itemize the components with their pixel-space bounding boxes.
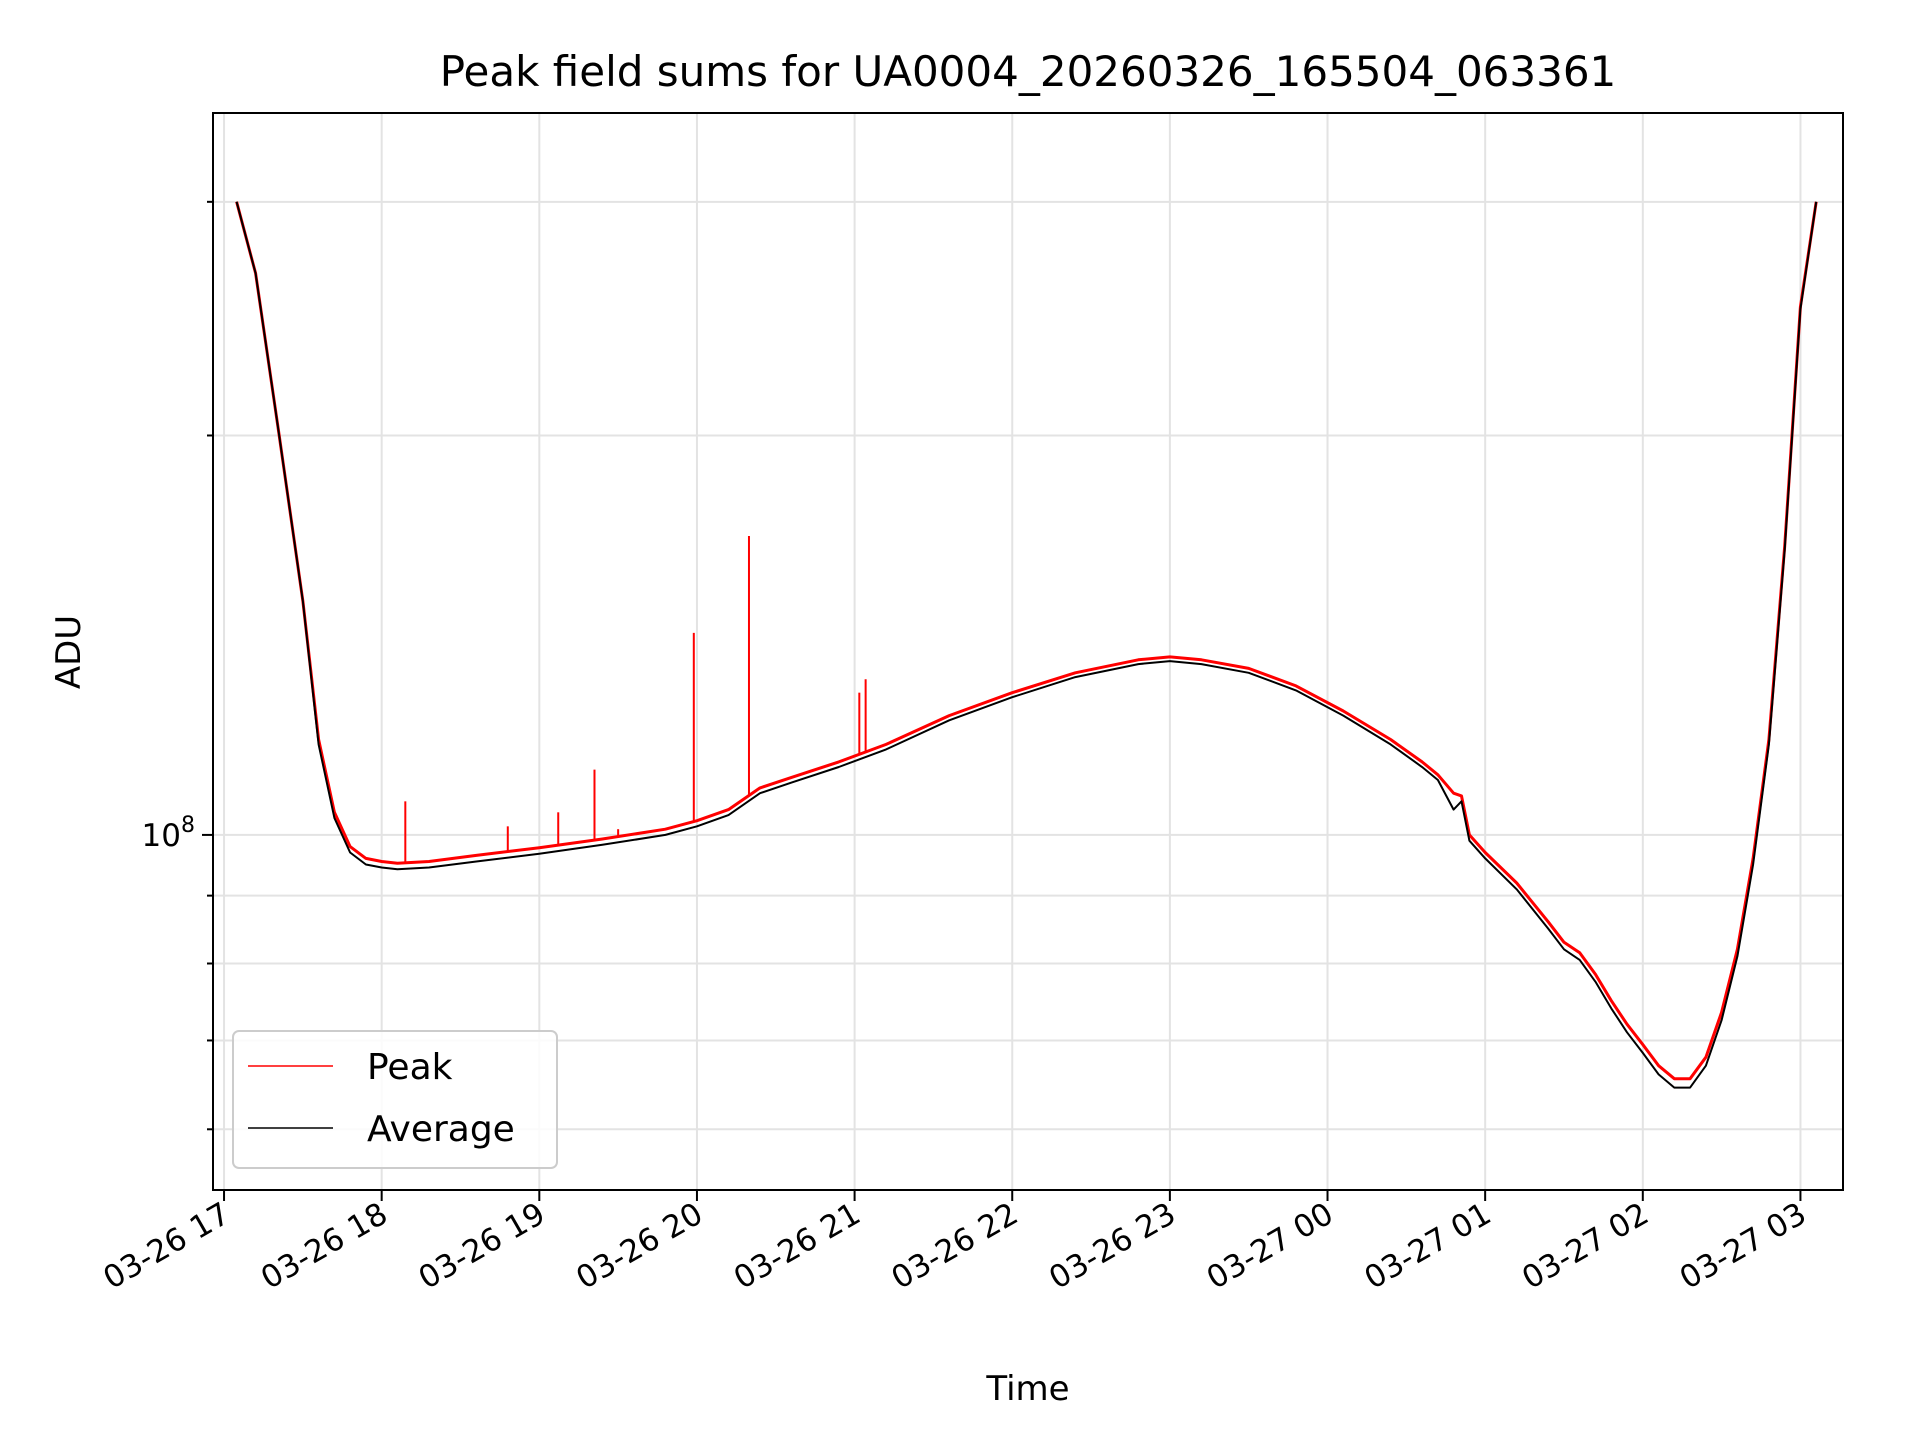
series-layer: [235, 201, 1818, 1089]
chart-title: Peak field sums for UA0004_20260326_1655…: [440, 47, 1617, 96]
peak-series-line: [235, 201, 1818, 1081]
average-series-line: [235, 201, 1818, 1089]
x-axis-label: Time: [985, 1369, 1069, 1409]
legend-peak-label: Peak: [367, 1047, 453, 1088]
y-tick-label: 108: [142, 813, 195, 854]
plot-frame: [212, 112, 1844, 1191]
legend-average-label: Average: [367, 1109, 515, 1150]
grid: [213, 113, 1843, 1190]
legend: Peak Average: [232, 1030, 558, 1169]
y-axis-label: ADU: [49, 615, 89, 689]
